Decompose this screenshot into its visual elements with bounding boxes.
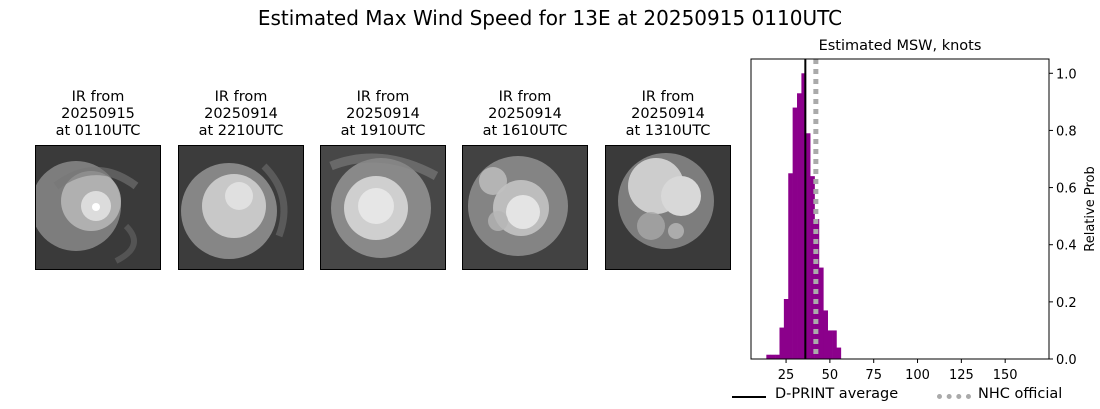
y-tick-label: 0.0 <box>1056 353 1077 368</box>
x-tick-label: 75 <box>865 368 882 383</box>
ir-panel-4: IR from 20250914 at 1610UTC <box>462 89 588 270</box>
ir-satellite-image <box>462 145 588 270</box>
histogram-bar <box>783 299 789 359</box>
histogram-bar <box>818 267 824 359</box>
ir-caption: IR from 20250915 at 0110UTC <box>55 89 141 139</box>
y-tick-label: 0.8 <box>1056 124 1077 139</box>
x-tick-label: 50 <box>822 368 839 383</box>
histogram-bar <box>779 327 785 359</box>
x-tick-label: 25 <box>778 368 795 383</box>
histogram-bar <box>805 133 811 359</box>
x-tick-label: 150 <box>993 368 1018 383</box>
ir-panel-2: IR from 20250914 at 2210UTC <box>178 89 304 270</box>
y-axis-label: Relative Prob <box>1083 166 1098 251</box>
histogram-bar <box>792 107 798 359</box>
ir-caption: IR from 20250914 at 1910UTC <box>340 89 426 139</box>
y-tick-label: 0.4 <box>1056 239 1077 254</box>
histogram-bar <box>827 330 833 359</box>
histogram-bar <box>797 93 802 360</box>
histogram-bar <box>775 354 780 359</box>
legend-label: NHC official <box>978 386 1063 402</box>
y-tick-label: 1.0 <box>1056 67 1077 82</box>
chart-title: Estimated MSW, knots <box>819 38 982 54</box>
histogram-bar <box>801 73 807 360</box>
histogram-bar <box>836 347 842 359</box>
figure-title: Estimated Max Wind Speed for 13E at 2025… <box>257 6 843 30</box>
histogram-bar <box>810 176 815 359</box>
histogram-bar <box>770 354 776 359</box>
x-tick-label: 100 <box>905 368 930 383</box>
axes-frame <box>750 58 1050 360</box>
ir-satellite-image <box>605 145 731 270</box>
histogram-bars <box>766 73 842 360</box>
histogram-bar <box>832 330 837 359</box>
histogram-bar <box>788 173 793 359</box>
y-tick-label: 0.2 <box>1056 296 1077 311</box>
histogram-bar <box>766 354 772 359</box>
legend-swatch <box>937 394 971 399</box>
ir-caption: IR from 20250914 at 2210UTC <box>198 89 284 139</box>
ir-panel-3: IR from 20250914 at 1910UTC <box>320 89 446 270</box>
ir-satellite-image <box>178 145 304 270</box>
ir-caption: IR from 20250914 at 1310UTC <box>625 89 711 139</box>
histogram-bar <box>823 310 828 359</box>
y-axis-ticks: 0.0 0.2 0.4 0.6 0.8 1.0 <box>1049 67 1077 368</box>
y-tick-label: 0.6 <box>1056 182 1077 197</box>
legend-label: D-PRINT average <box>775 386 899 402</box>
x-axis-ticks: 25 50 75 100 125 150 <box>778 359 1018 383</box>
ir-satellite-image <box>35 145 161 270</box>
ir-panel-1: IR from 20250915 at 0110UTC <box>35 89 161 270</box>
legend-swatch <box>732 396 766 398</box>
ir-caption: IR from 20250914 at 1610UTC <box>482 89 568 139</box>
ir-satellite-image <box>320 145 446 270</box>
ir-panel-5: IR from 20250914 at 1310UTC <box>605 89 731 270</box>
x-tick-label: 125 <box>949 368 974 383</box>
